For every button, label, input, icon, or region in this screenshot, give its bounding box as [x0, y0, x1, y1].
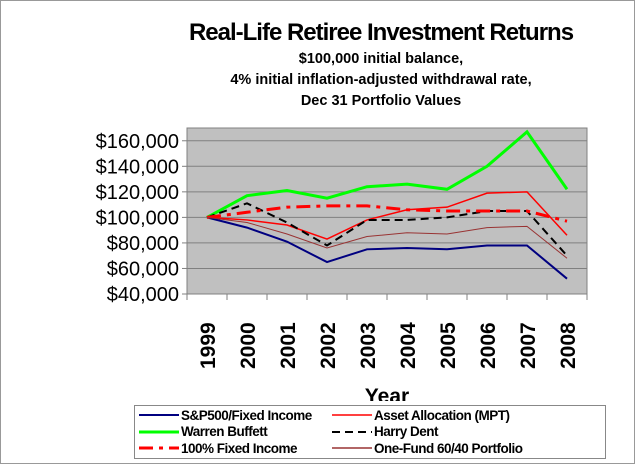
x-tick-label: 2004 [397, 322, 420, 369]
x-tick-label: 2005 [437, 322, 460, 369]
x-tick-label: 2006 [477, 322, 500, 369]
legend-label: One-Fund 60/40 Portfolio [374, 440, 523, 456]
legend-swatch [139, 446, 179, 450]
y-tick-label: $120,000 [96, 182, 179, 204]
legend-label: 100% Fixed Income [181, 440, 298, 456]
x-tick-label: 1999 [197, 322, 220, 369]
x-tick-label: 2001 [277, 322, 300, 369]
x-axis-title: Year [365, 385, 409, 401]
chart-subtitle-1: $100,000 initial balance, [298, 51, 464, 67]
legend-swatch [139, 430, 179, 433]
y-tick-label: $80,000 [107, 233, 179, 255]
legend-item: Warren Buffett [139, 424, 268, 440]
legend-label: S&P500/Fixed Income [181, 407, 312, 423]
legend-item: S&P500/Fixed Income [139, 407, 312, 423]
legend-swatch [332, 447, 372, 449]
series-line-0 [206, 216, 568, 280]
chart-subtitle-2: 4% initial inflation-adjusted withdrawal… [230, 72, 532, 88]
x-tick-label: 2002 [317, 322, 340, 369]
series-line-5 [206, 216, 568, 259]
legend-swatch [139, 414, 179, 416]
legend-item: Harry Dent [332, 424, 439, 440]
series-line-2 [206, 129, 569, 219]
series-line-4 [206, 204, 568, 223]
series-line-3 [206, 202, 568, 257]
legend-item: One-Fund 60/40 Portfolio [332, 440, 523, 456]
y-tick-label: $60,000 [107, 258, 179, 280]
legend-swatch [332, 430, 372, 433]
legend-item: 100% Fixed Income [139, 440, 298, 456]
y-tick-label: $140,000 [96, 156, 179, 178]
x-tick-label: 2008 [557, 322, 580, 369]
y-tick-label: $160,000 [96, 131, 179, 153]
legend-label: Asset Allocation (MPT) [374, 407, 510, 423]
x-tick-label: 2007 [517, 322, 540, 369]
legend-item: Asset Allocation (MPT) [332, 407, 510, 423]
legend-label: Harry Dent [374, 424, 439, 439]
legend-swatch [332, 414, 372, 416]
plot-area: $40,000 $60,000 $80,000 $100,000 $120,000 $14… [96, 127, 588, 401]
chart-subtitle-3: Dec 31 Portfolio Values [300, 93, 462, 109]
chart-title: Real-Life Retiree Investment Returns [188, 19, 574, 46]
series-line-1 [206, 191, 568, 240]
legend: S&P500/Fixed Income Asset Allocation (MPT… [134, 405, 606, 459]
legend-label: Warren Buffett [181, 424, 268, 439]
x-tick-label: 2000 [237, 322, 260, 369]
y-tick-label: $100,000 [96, 207, 179, 229]
y-tick-label: $40,000 [107, 284, 179, 306]
x-tick-label: 2003 [357, 322, 380, 369]
plot-background [186, 127, 588, 295]
